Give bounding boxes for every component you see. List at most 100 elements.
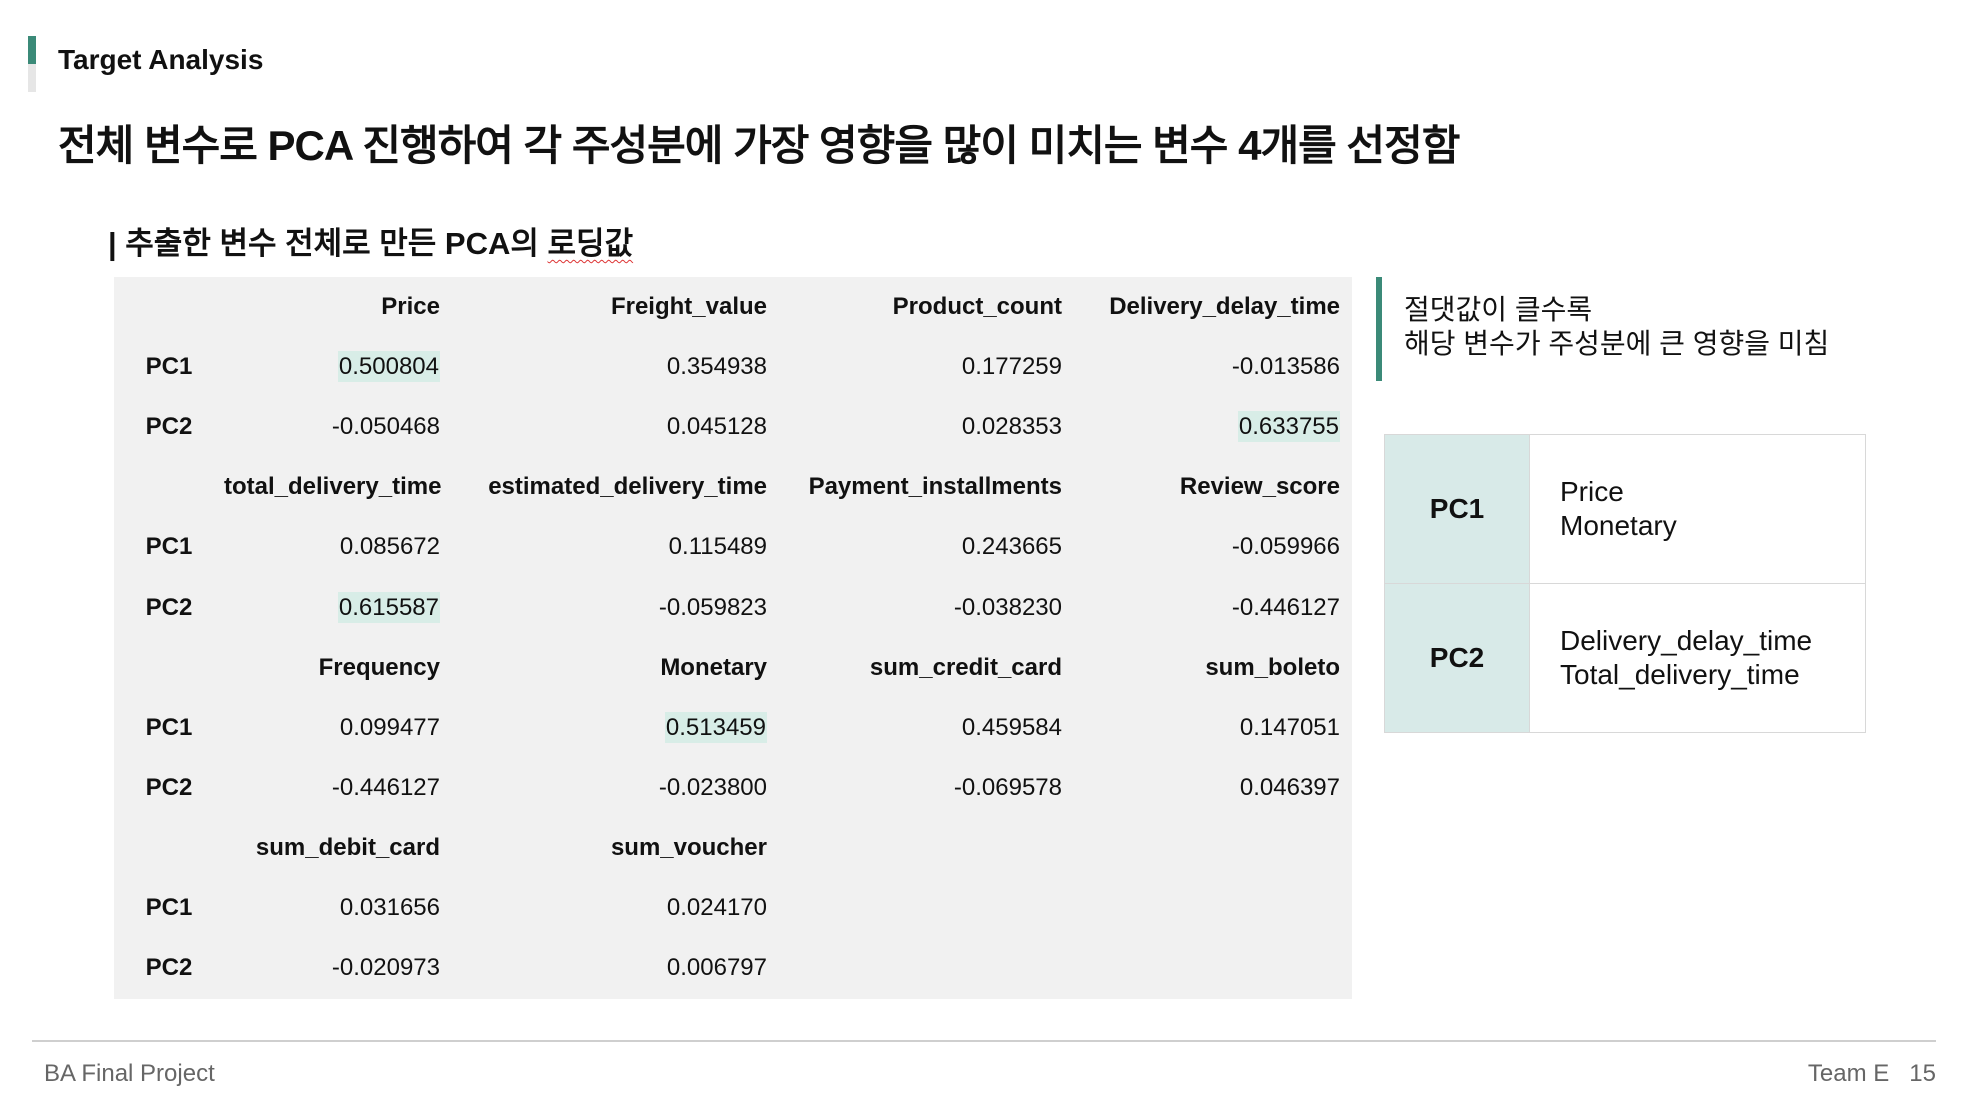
row-label: PC2 — [145, 773, 193, 801]
loading-value: 0.046397 — [1239, 773, 1340, 801]
loading-cell: 0.513459 — [452, 698, 779, 758]
loading-cell: 0.046397 — [1074, 758, 1352, 818]
summary-var: Total_delivery_time — [1560, 659, 1800, 690]
loading-value: -0.059966 — [1231, 533, 1340, 561]
loading-cell: 0.028353 — [779, 397, 1074, 457]
variable-header: estimated_delivery_time — [488, 473, 767, 501]
loading-value: -0.023800 — [658, 773, 767, 801]
header-corner-cell — [114, 457, 224, 517]
loading-cell: -0.050468 — [224, 397, 452, 457]
loading-cell: 0.085672 — [224, 517, 452, 577]
highlighted-loading-value: 0.633755 — [1237, 411, 1340, 443]
loadings-header-row: Frequency Monetary sum_credit_card sum_bole… — [114, 638, 1352, 698]
row-label: PC2 — [145, 954, 193, 982]
loading-value: 0.115489 — [668, 533, 767, 561]
loading-value: -0.446127 — [1231, 593, 1340, 621]
loading-cell: -0.023800 — [452, 758, 779, 818]
header-corner-cell — [114, 277, 224, 337]
footer-right: Team E 15 — [1788, 1060, 1936, 1088]
summary-row: PC1 Price Monetary — [1384, 434, 1866, 584]
summary-pc-label: PC2 — [1384, 583, 1530, 733]
row-label: PC1 — [145, 713, 193, 741]
loading-value: 0.147051 — [1239, 713, 1340, 741]
loading-cell: 0.633755 — [1074, 397, 1352, 457]
variable-header: sum_credit_card — [869, 653, 1062, 681]
variable-header: Price — [381, 293, 440, 321]
loading-cell: 0.147051 — [1074, 698, 1352, 758]
loading-value: -0.446127 — [331, 773, 440, 801]
loading-cell: 0.354938 — [452, 337, 779, 397]
note-line-1: 절댓값이 클수록 — [1404, 294, 1593, 325]
loadings-row-pc2: PC2 -0.446127 -0.023800 -0.069578 0.046397 — [114, 758, 1352, 818]
loadings-row-pc1: PC1 0.031656 0.024170 — [114, 878, 1352, 938]
loading-value: 0.177259 — [961, 353, 1062, 381]
loadings-header-row: total_delivery_time estimated_delivery_ti… — [114, 457, 1352, 517]
loading-value: 0.459584 — [961, 713, 1062, 741]
variable-header — [779, 818, 1074, 878]
loading-value: -0.013586 — [1231, 353, 1340, 381]
variable-header: Frequency — [318, 653, 440, 681]
summary-var: Monetary — [1560, 510, 1677, 541]
highlighted-loading-value: 0.500804 — [337, 351, 440, 383]
row-label: PC1 — [145, 893, 193, 921]
selected-variables-summary: PC1 Price Monetary PC2 Delivery_delay_ti… — [1384, 434, 1866, 733]
loadings-header-row: sum_debit_card sum_voucher — [114, 818, 1352, 878]
table-subheading: | 추출한 변수 전체로 만든 PCA의 로딩값 — [108, 218, 633, 263]
section-accent-bar — [28, 36, 36, 92]
variable-header: sum_voucher — [610, 833, 767, 861]
footer-team: Team E — [1807, 1060, 1890, 1087]
loading-value: 0.028353 — [961, 413, 1062, 441]
loading-value: -0.020973 — [331, 954, 440, 982]
page-title: 전체 변수로 PCA 진행하여 각 주성분에 가장 영향을 많이 미치는 변수 … — [58, 122, 1460, 169]
summary-vars: Price Monetary — [1529, 434, 1866, 584]
row-label: PC1 — [145, 533, 193, 561]
loadings-header-row: Price Freight_value Product_count Delivery_… — [114, 277, 1352, 337]
loading-cell: -0.020973 — [224, 938, 452, 998]
loading-value: -0.059823 — [658, 593, 767, 621]
subheading-underlined-text: 로딩값 — [547, 226, 634, 261]
note-line-2: 해당 변수가 주성분에 큰 영향을 미침 — [1404, 328, 1830, 359]
variable-header: sum_boleto — [1205, 653, 1340, 681]
loading-cell: 0.006797 — [452, 938, 779, 998]
loading-cell: -0.013586 — [1074, 337, 1352, 397]
variable-header: Payment_installments — [808, 473, 1062, 501]
loading-value: 0.006797 — [666, 954, 767, 982]
loading-value: -0.038230 — [953, 593, 1062, 621]
variable-header — [1074, 818, 1352, 878]
loadings-row-pc1: PC1 0.099477 0.513459 0.459584 0.147051 — [114, 698, 1352, 758]
loadings-row-pc1: PC1 0.500804 0.354938 0.177259 -0.013586 — [114, 337, 1352, 397]
loading-cell: 0.115489 — [452, 517, 779, 577]
footer-divider — [32, 1040, 1936, 1042]
pca-loadings-table-panel: Price Freight_value Product_count Delivery_… — [114, 277, 1352, 999]
variable-header: Monetary — [660, 653, 767, 681]
summary-pc-label: PC1 — [1384, 434, 1530, 584]
loadings-row-pc2: PC2 -0.050468 0.045128 0.028353 0.633755 — [114, 397, 1352, 457]
pca-loadings-table: Price Freight_value Product_count Delivery_… — [114, 277, 1352, 998]
row-label: PC2 — [145, 593, 193, 621]
loadings-row-pc1: PC1 0.085672 0.115489 0.243665 -0.059966 — [114, 517, 1352, 577]
loading-cell: -0.446127 — [224, 758, 452, 818]
loading-value: 0.354938 — [666, 353, 767, 381]
section-label: Target Analysis — [58, 44, 264, 75]
subheading-text: | 추출한 변수 전체로 만든 PCA의 — [108, 226, 548, 261]
loading-cell: 0.099477 — [224, 698, 452, 758]
loading-cell — [1074, 878, 1352, 938]
loading-cell: -0.038230 — [779, 577, 1074, 637]
loading-value: 0.099477 — [339, 713, 440, 741]
loading-cell: 0.459584 — [779, 698, 1074, 758]
loading-cell — [1074, 938, 1352, 998]
variable-header: Freight_value — [610, 293, 767, 321]
loadings-row-pc2: PC2 -0.020973 0.006797 — [114, 938, 1352, 998]
loading-cell — [779, 938, 1074, 998]
loading-value: 0.085672 — [339, 533, 440, 561]
loading-value: 0.243665 — [961, 533, 1062, 561]
loading-cell: -0.059966 — [1074, 517, 1352, 577]
variable-header: sum_debit_card — [255, 833, 440, 861]
loading-value: -0.050468 — [331, 413, 440, 441]
highlighted-loading-value: 0.513459 — [664, 711, 767, 743]
loading-value: 0.031656 — [339, 893, 440, 921]
variable-header: total_delivery_time — [224, 473, 442, 501]
loading-cell: 0.045128 — [452, 397, 779, 457]
loading-cell: -0.446127 — [1074, 577, 1352, 637]
header-corner-cell — [114, 638, 224, 698]
